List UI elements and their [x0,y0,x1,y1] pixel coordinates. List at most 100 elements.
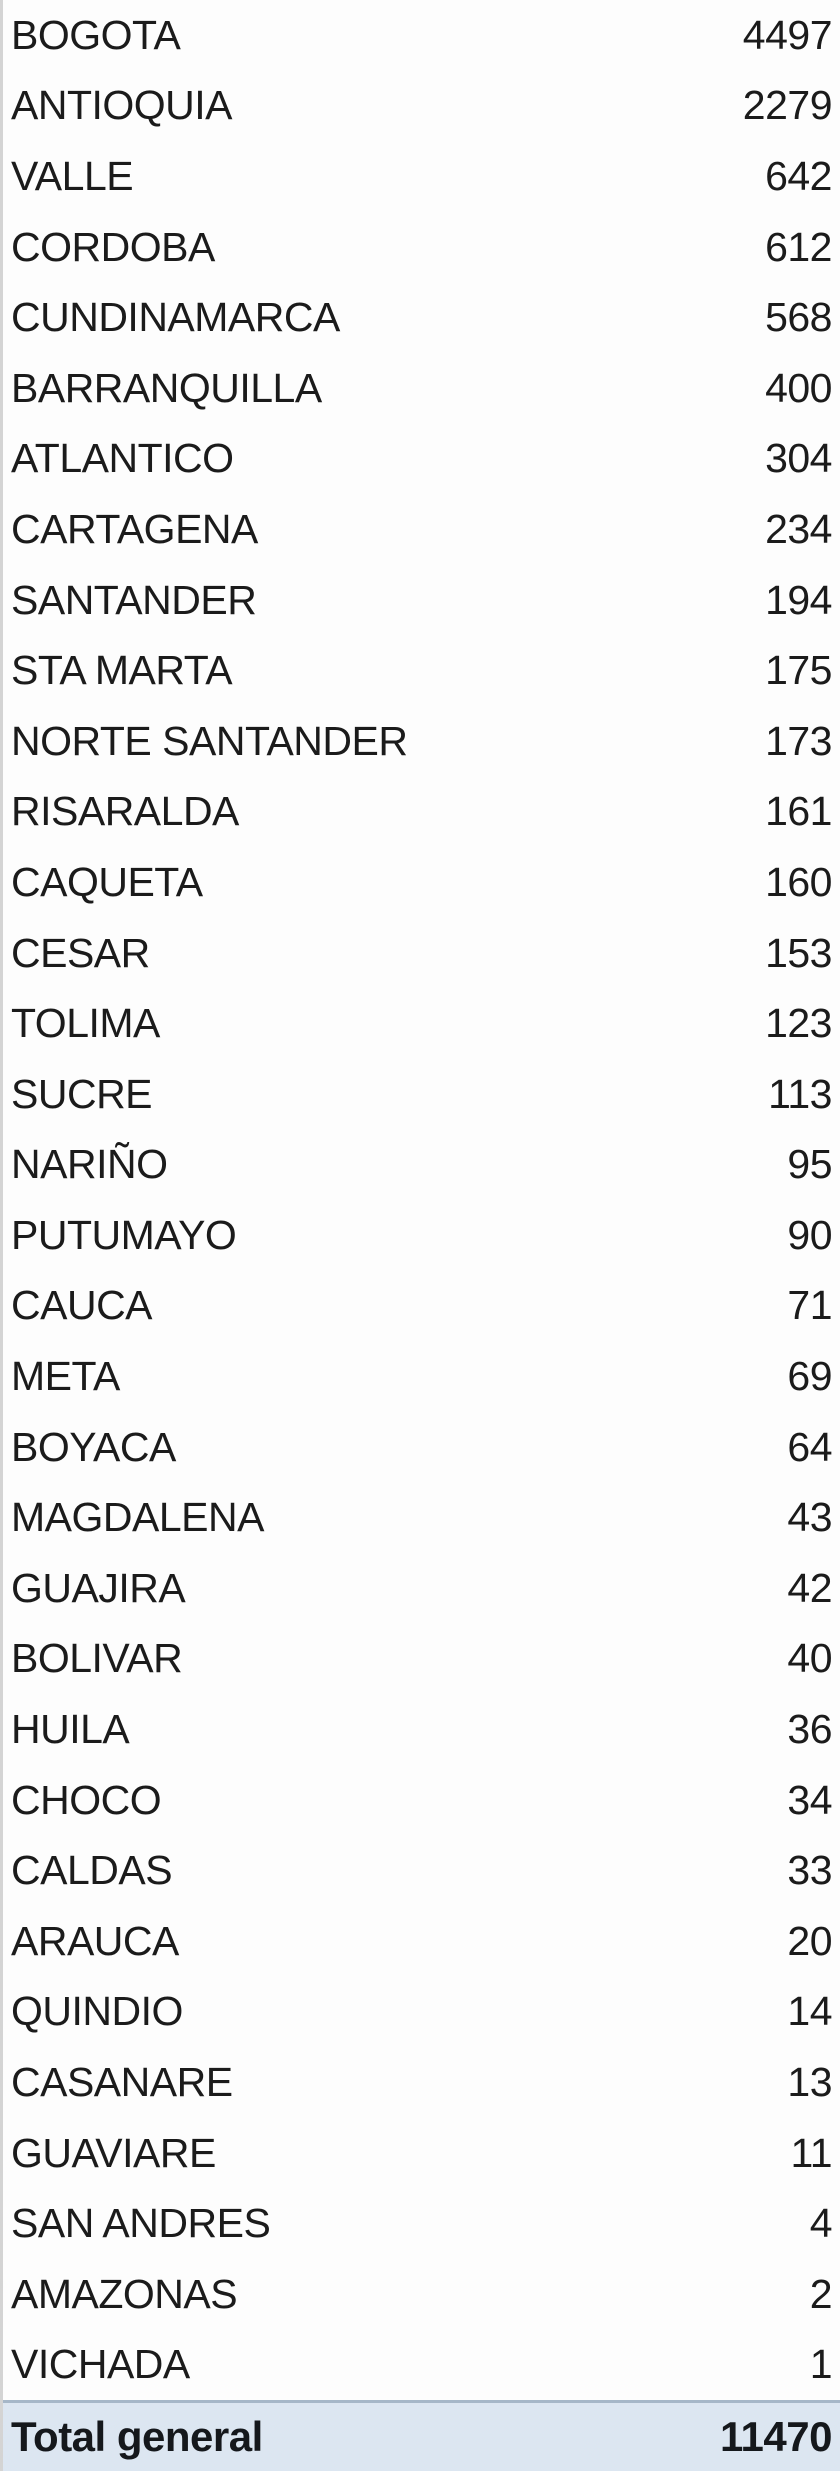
count-cell[interactable]: 234 [765,505,832,552]
department-cell[interactable]: AMAZONAS [11,2270,238,2317]
count-cell[interactable]: 160 [765,858,832,905]
table-row: META 69 [3,1341,840,1412]
table-row: TOLIMA 123 [3,988,840,1059]
table-row: BOYACA 64 [3,1412,840,1483]
department-cell[interactable]: GUAVIARE [11,2129,216,2176]
count-cell[interactable]: 20 [787,1917,832,1964]
count-cell[interactable]: 1 [809,2341,833,2388]
department-cell[interactable]: VICHADA [11,2341,190,2388]
count-cell[interactable]: 69 [787,1353,832,1400]
table-row: CUNDINAMARCA 568 [3,282,840,353]
total-label-cell[interactable]: Total general [11,2413,263,2460]
count-cell[interactable]: 71 [787,1282,832,1329]
count-cell[interactable]: 2279 [742,82,833,129]
table-row: CASANARE 13 [3,2047,840,2118]
count-cell[interactable]: 612 [765,223,832,270]
department-cell[interactable]: CESAR [11,929,150,976]
count-cell[interactable]: 153 [765,929,832,976]
table-row: CALDAS 33 [3,1835,840,1906]
table-row: CORDOBA 612 [3,212,840,283]
department-cell[interactable]: NARIÑO [11,1141,168,1188]
count-cell[interactable]: 113 [768,1070,832,1117]
department-cell[interactable]: CASANARE [11,2059,233,2106]
table-row: RISARALDA 161 [3,777,840,848]
count-cell[interactable]: 14 [787,1988,832,2035]
table-row: MAGDALENA 43 [3,1482,840,1553]
count-cell[interactable]: 40 [787,1635,832,1682]
count-cell[interactable]: 194 [765,576,832,623]
department-cell[interactable]: CALDAS [11,1847,173,1894]
count-cell[interactable]: 13 [787,2059,832,2106]
count-cell[interactable]: 4497 [742,11,833,58]
department-cell[interactable]: VALLE [11,152,134,199]
table-row: BOLIVAR 40 [3,1624,840,1695]
count-cell[interactable]: 34 [787,1776,832,1823]
count-cell[interactable]: 123 [765,1000,832,1047]
department-cell[interactable]: BOGOTA [11,11,181,58]
department-cell[interactable]: META [11,1353,120,1400]
table-row: VALLE 642 [3,141,840,212]
department-cell[interactable]: CARTAGENA [11,505,258,552]
table-row: SANTANDER 194 [3,565,840,636]
department-cell[interactable]: BOYACA [11,1423,176,1470]
department-cell[interactable]: CAQUETA [11,858,203,905]
department-cell[interactable]: SAN ANDRES [11,2200,271,2247]
department-cell[interactable]: GUAJIRA [11,1564,186,1611]
department-cell[interactable]: HUILA [11,1706,130,1753]
count-cell[interactable]: 161 [765,788,832,835]
count-cell[interactable]: 400 [765,364,832,411]
count-cell[interactable]: 304 [765,435,832,482]
count-cell[interactable]: 42 [787,1564,832,1611]
table-row: BARRANQUILLA 400 [3,353,840,424]
department-cell[interactable]: PUTUMAYO [11,1211,237,1258]
department-cell[interactable]: QUINDIO [11,1988,183,2035]
count-cell[interactable]: 95 [787,1141,832,1188]
count-cell[interactable]: 64 [787,1423,832,1470]
department-cell[interactable]: STA MARTA [11,647,233,694]
count-cell[interactable]: 43 [787,1494,832,1541]
department-cell[interactable]: MAGDALENA [11,1494,264,1541]
table-row: NARIÑO 95 [3,1130,840,1201]
count-cell[interactable]: 33 [787,1847,832,1894]
table-row: NORTE SANTANDER 173 [3,706,840,777]
department-cell[interactable]: SUCRE [11,1070,153,1117]
department-cell[interactable]: BARRANQUILLA [11,364,322,411]
department-cell[interactable]: CAUCA [11,1282,153,1329]
count-cell[interactable]: 175 [765,647,832,694]
table-row: GUAVIARE 11 [3,2118,840,2189]
table-row: SUCRE 113 [3,1059,840,1130]
department-cell[interactable]: CORDOBA [11,223,215,270]
count-cell[interactable]: 642 [765,152,832,199]
count-cell[interactable]: 36 [787,1706,832,1753]
department-cell[interactable]: CHOCO [11,1776,162,1823]
count-cell[interactable]: 173 [765,717,832,764]
count-cell[interactable]: 90 [787,1211,832,1258]
total-value-cell[interactable]: 11470 [720,2413,832,2460]
table-row: STA MARTA 175 [3,635,840,706]
department-cell[interactable]: SANTANDER [11,576,257,623]
department-cell[interactable]: ARAUCA [11,1917,179,1964]
table-row: ANTIOQUIA 2279 [3,71,840,142]
table-row: CESAR 153 [3,918,840,989]
table-row: ATLANTICO 304 [3,424,840,495]
department-cell[interactable]: NORTE SANTANDER [11,717,408,764]
department-cell[interactable]: BOLIVAR [11,1635,183,1682]
table-row: QUINDIO 14 [3,1977,840,2048]
department-cell[interactable]: TOLIMA [11,1000,160,1047]
department-cell[interactable]: RISARALDA [11,788,239,835]
department-cell[interactable]: CUNDINAMARCA [11,294,340,341]
table-row: CARTAGENA 234 [3,494,840,565]
count-cell[interactable]: 2 [809,2270,833,2317]
total-row: Total general 11470 [3,2400,840,2471]
table-row: CHOCO 34 [3,1765,840,1836]
table-row: CAQUETA 160 [3,847,840,918]
department-cell[interactable]: ANTIOQUIA [11,82,233,129]
table-row: PUTUMAYO 90 [3,1200,840,1271]
count-cell[interactable]: 11 [790,2129,832,2176]
count-cell[interactable]: 568 [765,294,832,341]
count-cell[interactable]: 4 [809,2200,833,2247]
table-row: AMAZONAS 2 [3,2259,840,2330]
table-row: HUILA 36 [3,1694,840,1765]
department-cell[interactable]: ATLANTICO [11,435,234,482]
